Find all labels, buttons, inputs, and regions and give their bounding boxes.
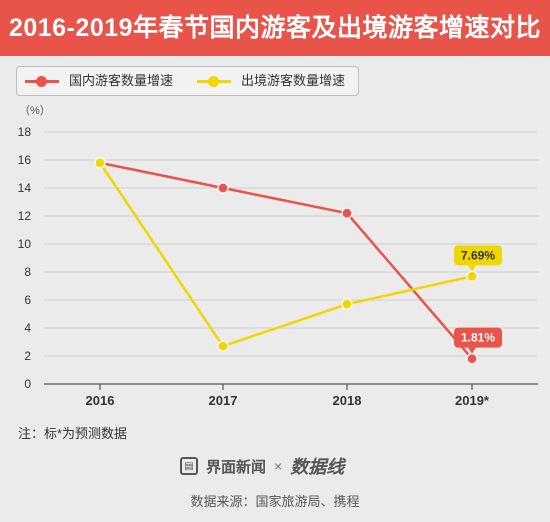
- data-point-1-2: [341, 298, 353, 310]
- y-tick-label: 6: [24, 293, 31, 307]
- data-point-1-0: [94, 157, 106, 169]
- data-point-1-3: [466, 270, 478, 282]
- data-label-pointer: [468, 265, 476, 272]
- data-label-pointer: [468, 347, 476, 354]
- legend: 国内游客数量增速 出境游客数量增速: [16, 66, 359, 96]
- data-label-bubble: [454, 327, 502, 348]
- x-tick-label: 2016: [86, 393, 115, 408]
- y-tick-label: 4: [24, 321, 31, 335]
- legend-item-outbound: 出境游客数量增速: [197, 67, 357, 95]
- data-label: 7.69%: [461, 248, 495, 262]
- brand-datawire: 数据线: [290, 457, 345, 477]
- y-axis-unit: （%）: [19, 104, 51, 117]
- footer-logos: ▤ 界面新闻 × 数据线: [180, 454, 344, 478]
- y-tick-label: 12: [18, 209, 32, 223]
- legend-label-domestic: 国内游客数量增速: [69, 73, 174, 88]
- chart-title: 2016-2019年春节国内游客及出境游客增速对比: [8, 14, 542, 42]
- y-tick-label: 0: [24, 377, 31, 391]
- title-bar: [0, 0, 550, 56]
- y-tick-label: 16: [18, 153, 32, 167]
- footnote: 注：标*为预测数据: [18, 426, 128, 441]
- brand-jiemian: 界面新闻: [206, 458, 267, 476]
- data-label-bubble: [454, 245, 502, 266]
- data-point-0-3: [466, 353, 478, 365]
- x-tick-label: 2019*: [455, 393, 490, 408]
- y-tick-label: 10: [18, 237, 32, 251]
- jiemian-logo-icon: ▤: [180, 457, 198, 475]
- data-point-1-1: [217, 340, 229, 352]
- data-source: 数据来源：国家旅游局、携程: [190, 494, 360, 509]
- data-point-0-2: [341, 207, 353, 219]
- legend-item-domestic: 国内游客数量增速: [25, 67, 185, 95]
- y-tick-label: 14: [18, 181, 32, 195]
- y-tick-label: 8: [24, 265, 31, 279]
- legend-label-outbound: 出境游客数量增速: [241, 73, 346, 88]
- brand-separator: ×: [274, 458, 283, 474]
- x-tick-label: 2018: [333, 393, 362, 408]
- x-tick-label: 2017: [209, 393, 238, 408]
- line-chart: （%） 0 2 4 6 8 10 12 14 16 18 2016 2017 2018 2019* 1.81%…: [18, 104, 538, 408]
- legend-marker-outbound: [208, 76, 219, 87]
- y-tick-label: 2: [24, 349, 31, 363]
- legend-marker-domestic: [36, 76, 47, 87]
- y-tick-label: 18: [18, 125, 32, 139]
- series-line-0: [99, 161, 473, 360]
- series-line-1: [98, 162, 473, 348]
- data-point-0-1: [217, 182, 229, 194]
- data-label: 1.81%: [461, 331, 495, 345]
